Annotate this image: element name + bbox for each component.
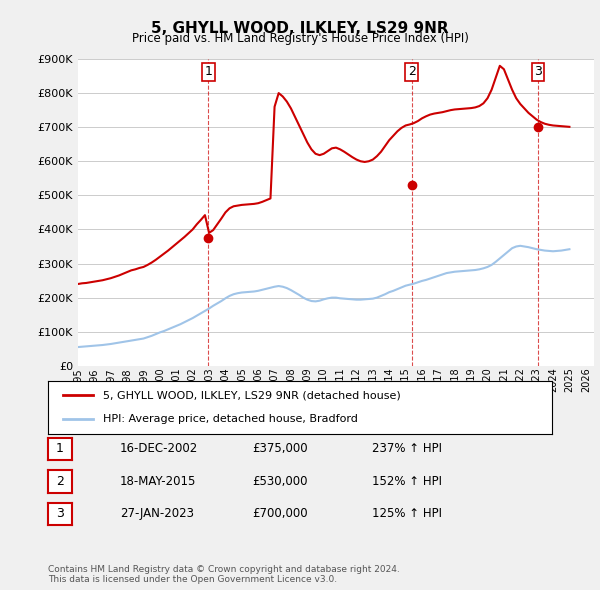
- Text: 1: 1: [56, 442, 64, 455]
- Text: 152% ↑ HPI: 152% ↑ HPI: [372, 475, 442, 488]
- Text: Price paid vs. HM Land Registry's House Price Index (HPI): Price paid vs. HM Land Registry's House …: [131, 32, 469, 45]
- Text: 5, GHYLL WOOD, ILKLEY, LS29 9NR: 5, GHYLL WOOD, ILKLEY, LS29 9NR: [151, 21, 449, 35]
- Text: £375,000: £375,000: [252, 442, 308, 455]
- Text: HPI: Average price, detached house, Bradford: HPI: Average price, detached house, Brad…: [103, 414, 358, 424]
- Text: 18-MAY-2015: 18-MAY-2015: [120, 475, 196, 488]
- Text: 5, GHYLL WOOD, ILKLEY, LS29 9NR (detached house): 5, GHYLL WOOD, ILKLEY, LS29 9NR (detache…: [103, 391, 401, 401]
- Text: 3: 3: [56, 507, 64, 520]
- Text: 16-DEC-2002: 16-DEC-2002: [120, 442, 198, 455]
- Text: 125% ↑ HPI: 125% ↑ HPI: [372, 507, 442, 520]
- Text: Contains HM Land Registry data © Crown copyright and database right 2024.
This d: Contains HM Land Registry data © Crown c…: [48, 565, 400, 584]
- Text: 1: 1: [205, 65, 212, 78]
- Text: 237% ↑ HPI: 237% ↑ HPI: [372, 442, 442, 455]
- Text: £530,000: £530,000: [252, 475, 308, 488]
- Text: 2: 2: [408, 65, 416, 78]
- Text: 2: 2: [56, 475, 64, 488]
- Text: £700,000: £700,000: [252, 507, 308, 520]
- Text: 27-JAN-2023: 27-JAN-2023: [120, 507, 194, 520]
- Text: 3: 3: [534, 65, 542, 78]
